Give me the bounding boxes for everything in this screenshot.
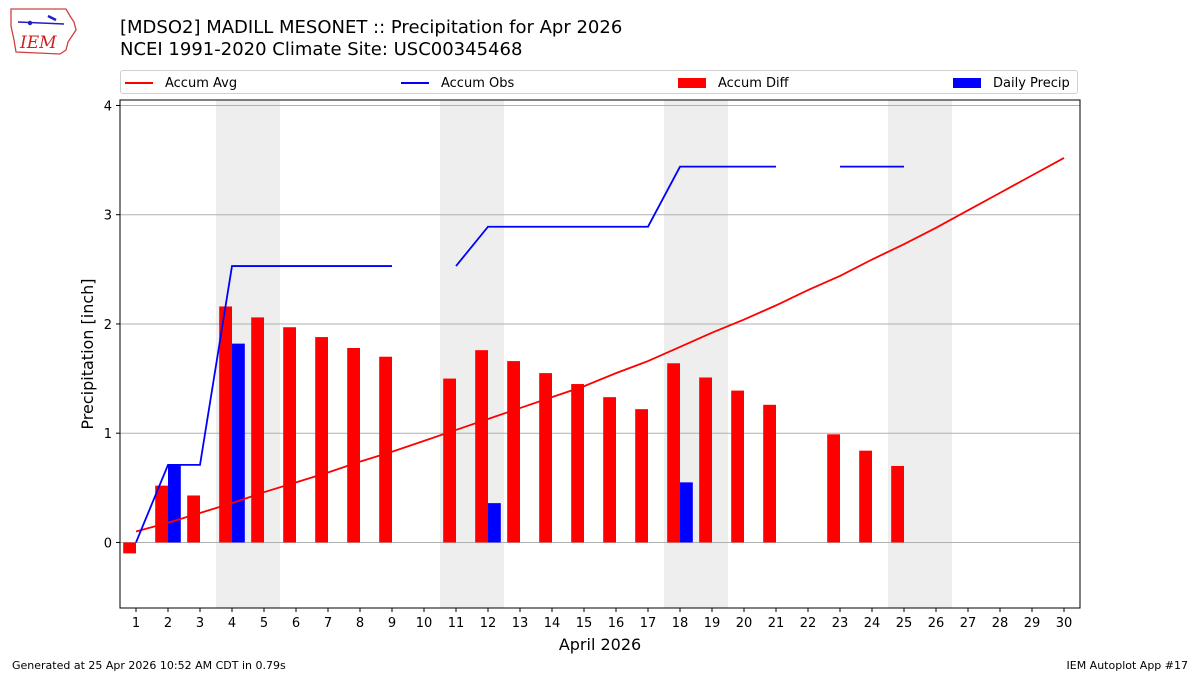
footer-generated-text: Generated at 25 Apr 2026 10:52 AM CDT in… — [12, 659, 286, 672]
accum-diff-bar-13 — [507, 361, 520, 543]
x-tick-label-23: 23 — [832, 616, 849, 631]
x-tick-label-19: 19 — [704, 616, 721, 631]
station-icon — [27, 20, 33, 26]
x-tick-label-3: 3 — [196, 616, 204, 631]
x-tick-label-12: 12 — [480, 616, 497, 631]
accum-diff-bar-24 — [859, 450, 872, 543]
accum-diff-bar-11 — [443, 378, 456, 543]
x-tick-label-30: 30 — [1056, 616, 1073, 631]
iowa-outline-shape — [10, 8, 77, 55]
accum-diff-bar-1 — [123, 542, 136, 554]
x-tick-label-7: 7 — [324, 616, 332, 631]
x-tick-label-27: 27 — [960, 616, 977, 631]
legend-item-accum-diff: Accum Diff — [678, 73, 789, 93]
y-tick-label-4: 4 — [104, 99, 112, 114]
accum-diff-bar-8 — [347, 347, 360, 543]
legend-swatch-accum-diff — [678, 78, 706, 88]
logo-text: IEM — [19, 33, 57, 53]
legend-label-accum-obs: Accum Obs — [441, 75, 515, 91]
x-tick-label-26: 26 — [928, 616, 945, 631]
accum-diff-bar-23 — [827, 434, 840, 543]
chart-subtitle: NCEI 1991-2020 Climate Site: USC00345468 — [120, 39, 523, 60]
x-tick-label-15: 15 — [576, 616, 593, 631]
accum-diff-bar-7 — [315, 337, 328, 543]
accum-diff-bar-16 — [603, 397, 616, 543]
x-tick-label-8: 8 — [356, 616, 364, 631]
x-tick-label-18: 18 — [672, 616, 689, 631]
accum-diff-bar-9 — [379, 356, 392, 543]
y-axis-label: Precipitation [inch] — [78, 278, 97, 429]
accum-diff-bar-2 — [155, 485, 168, 543]
accum-diff-bar-25 — [891, 465, 904, 543]
y-tick-label-1: 1 — [104, 427, 112, 442]
x-tick-label-28: 28 — [992, 616, 1009, 631]
x-tick-label-1: 1 — [132, 616, 140, 631]
y-tick-label-0: 0 — [104, 536, 112, 551]
footer-app-text: IEM Autoplot App #17 — [1066, 659, 1189, 672]
x-tick-label-6: 6 — [292, 616, 300, 631]
y-tick-label-2: 2 — [104, 318, 112, 333]
x-tick-label-4: 4 — [228, 616, 236, 631]
y-tick-label-3: 3 — [104, 209, 112, 224]
x-tick-label-9: 9 — [388, 616, 396, 631]
legend-label-accum-diff: Accum Diff — [718, 75, 789, 91]
accum-diff-bar-14 — [539, 373, 552, 543]
legend-item-accum-obs: Accum Obs — [401, 73, 514, 93]
x-tick-label-22: 22 — [800, 616, 817, 631]
x-tick-label-25: 25 — [896, 616, 913, 631]
legend-swatch-accum-obs — [401, 82, 429, 84]
daily-precip-bar-2 — [168, 464, 181, 543]
x-tick-label-17: 17 — [640, 616, 657, 631]
daily-precip-bar-4 — [232, 343, 245, 543]
accum-diff-bar-20 — [731, 390, 744, 543]
accum-diff-bar-4 — [219, 306, 232, 543]
legend-label-daily-precip: Daily Precip — [993, 75, 1070, 91]
accum-diff-bar-5 — [251, 317, 264, 543]
accum-diff-bar-19 — [699, 377, 712, 543]
accum-diff-bar-18 — [667, 363, 680, 543]
accum-obs-line-segment-2 — [455, 165, 776, 267]
daily-precip-bar-18 — [680, 482, 693, 543]
accum-obs-line-segment-1 — [135, 265, 392, 543]
x-tick-label-10: 10 — [416, 616, 433, 631]
accum-diff-bar-12 — [475, 350, 488, 543]
accum-avg-line-segment-1 — [135, 157, 1065, 533]
legend-swatch-daily-precip — [953, 78, 981, 88]
x-tick-label-13: 13 — [512, 616, 529, 631]
x-tick-label-2: 2 — [164, 616, 172, 631]
accum-diff-bar-17 — [635, 409, 648, 543]
x-tick-label-24: 24 — [864, 616, 881, 631]
legend-item-accum-avg: Accum Avg — [125, 73, 237, 93]
x-tick-label-29: 29 — [1024, 616, 1041, 631]
x-tick-label-14: 14 — [544, 616, 561, 631]
x-tick-label-11: 11 — [448, 616, 465, 631]
chart-legend: Accum Avg Accum Obs Accum Diff Daily Pre… — [120, 70, 1078, 94]
chart-title: [MDSO2] MADILL MESONET :: Precipitation … — [120, 17, 623, 38]
iem-logo: IEM — [10, 8, 77, 55]
plot-frame — [119, 99, 1081, 609]
legend-label-accum-avg: Accum Avg — [165, 75, 238, 91]
weekend-band-26 — [920, 100, 952, 608]
legend-swatch-accum-avg — [125, 82, 153, 84]
x-tick-label-20: 20 — [736, 616, 753, 631]
daily-precip-bar-12 — [488, 503, 501, 543]
x-tick-label-5: 5 — [260, 616, 268, 631]
accum-diff-bar-3 — [187, 495, 200, 543]
accum-diff-bar-21 — [763, 404, 776, 543]
legend-item-daily-precip: Daily Precip — [953, 73, 1070, 93]
accum-diff-bar-15 — [571, 384, 584, 543]
accum-diff-bar-6 — [283, 327, 296, 543]
x-tick-label-16: 16 — [608, 616, 625, 631]
x-axis-label: April 2026 — [559, 635, 641, 654]
x-tick-label-21: 21 — [768, 616, 785, 631]
